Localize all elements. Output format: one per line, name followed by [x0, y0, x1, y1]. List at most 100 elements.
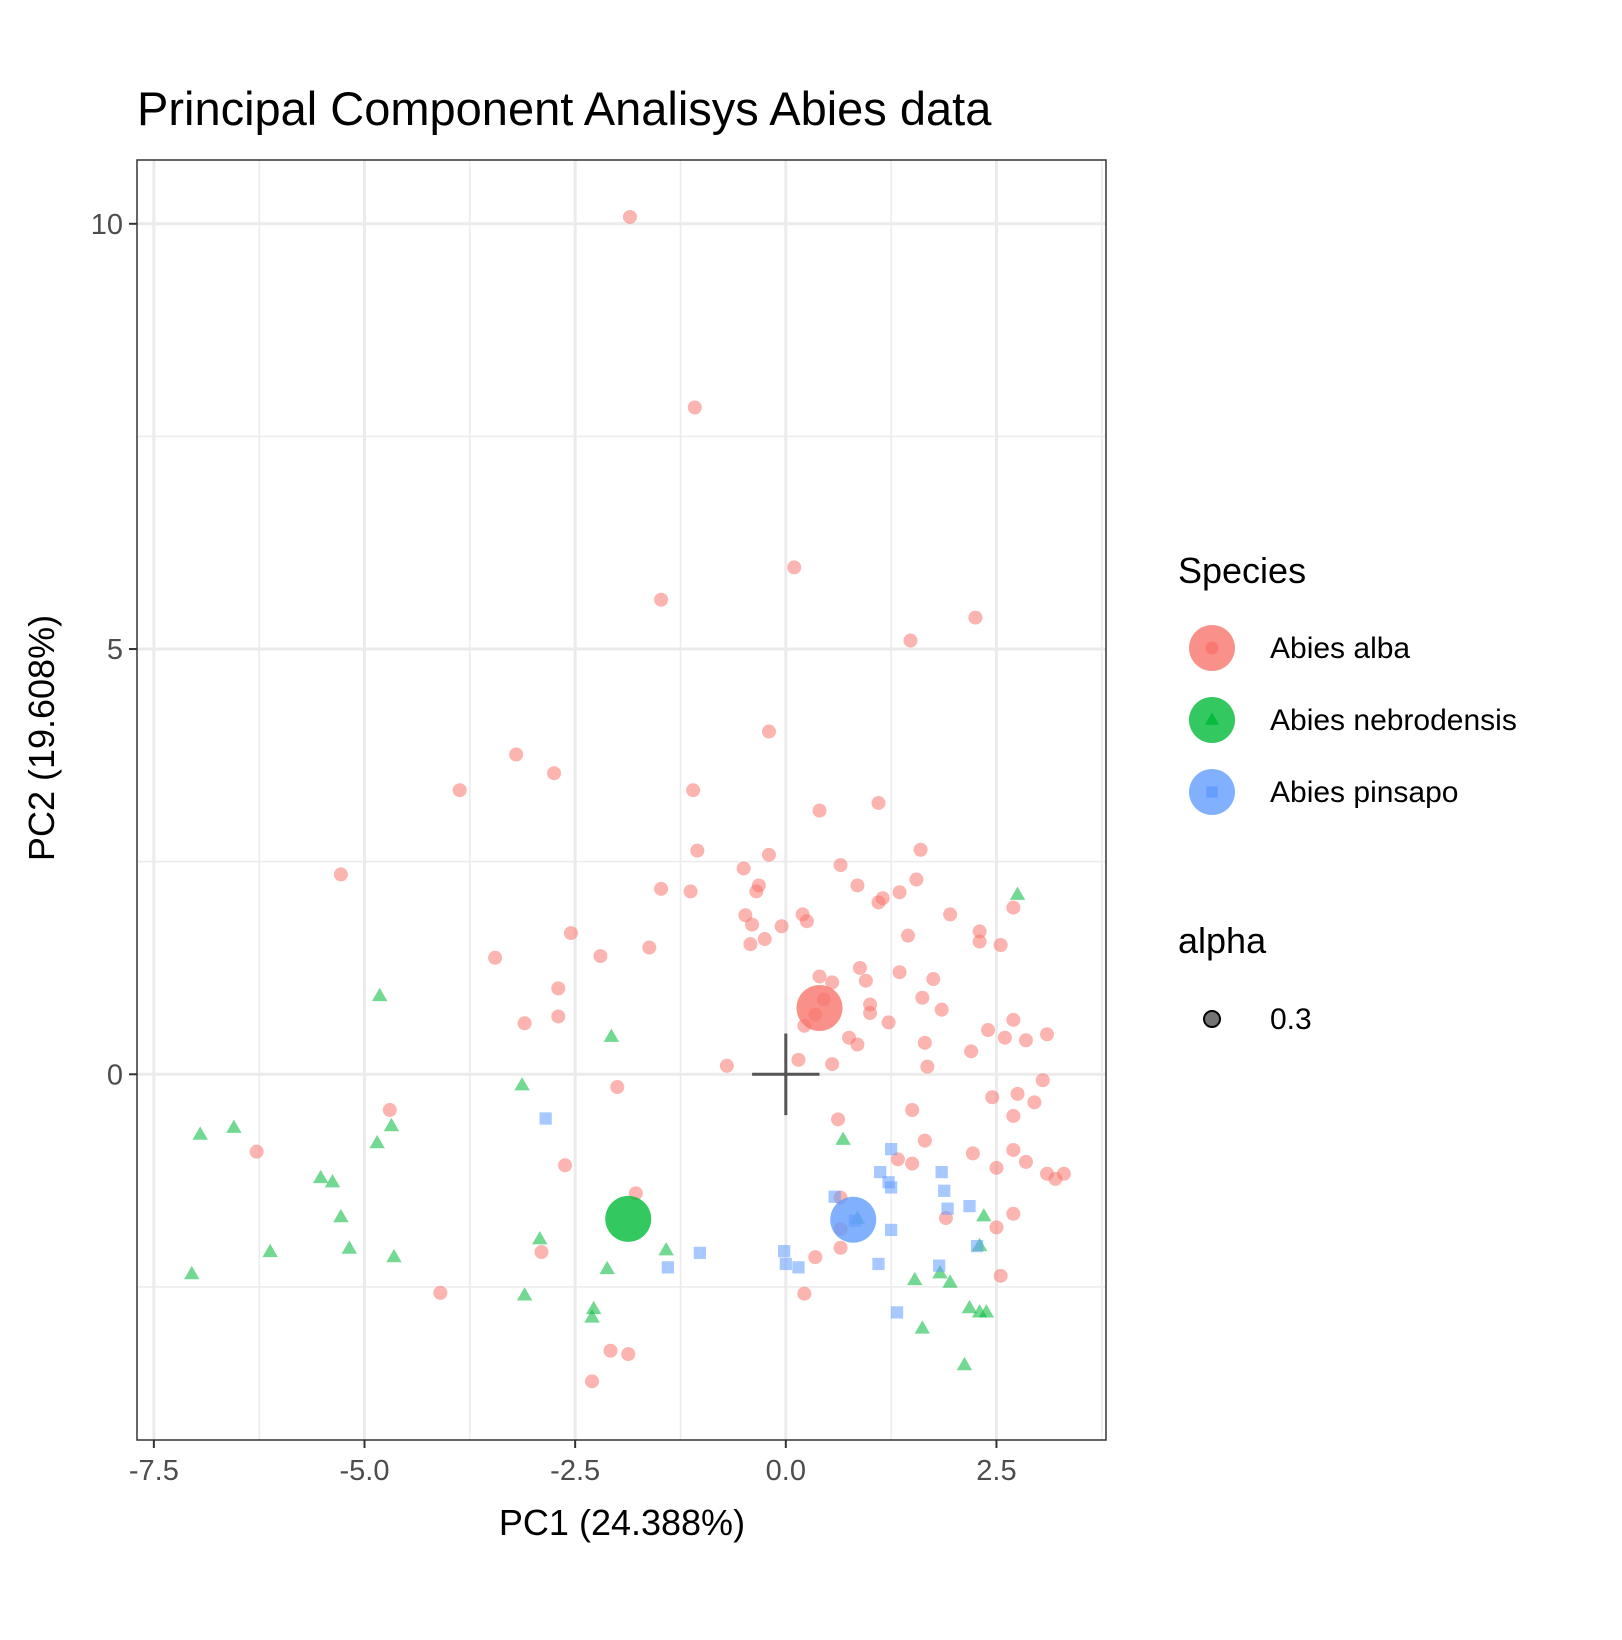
- abies-alba-point: [833, 858, 848, 873]
- abies-nebrodensis-point: [599, 1260, 615, 1275]
- legend-key-abies-pinsapo-point: [1206, 786, 1218, 798]
- abies-alba-point: [683, 884, 698, 899]
- x-tick-label: -5.0: [340, 1455, 390, 1487]
- abies-pinsapo-point: [693, 1246, 706, 1260]
- abies-alba-point: [965, 1146, 980, 1161]
- abies-nebrodensis-point: [226, 1119, 242, 1133]
- abies-alba-point: [993, 1268, 1008, 1283]
- legend-alpha-key: [1203, 1010, 1221, 1028]
- abies-alba-point: [509, 747, 524, 762]
- abies-alba-point: [934, 1002, 949, 1017]
- abies-alba-point: [534, 1245, 549, 1260]
- abies-alba-point: [1040, 1027, 1055, 1042]
- abies-nebrodensis-point: [514, 1077, 530, 1091]
- legend-key-abies-alba-point: [1205, 641, 1219, 655]
- abies-alba-point: [972, 934, 987, 949]
- abies-alba-point: [900, 928, 915, 943]
- abies-alba-point: [917, 1035, 932, 1050]
- abies-alba-point: [890, 1152, 905, 1167]
- abies-alba-point: [249, 1144, 264, 1159]
- abies-nebrodensis-point: [942, 1274, 958, 1288]
- abies-pinsapo-point: [885, 1181, 898, 1194]
- abies-alba-point: [905, 1103, 920, 1118]
- abies-alba-point: [831, 1112, 846, 1127]
- abies-nebrodensis-point: [369, 1134, 385, 1149]
- abies-alba-point: [761, 847, 776, 862]
- abies-alba-point: [1006, 1108, 1021, 1123]
- x-axis-title: PC1 (24.388%): [499, 1502, 745, 1543]
- abies-alba-point: [719, 1058, 734, 1073]
- abies-nebrodensis-point: [914, 1320, 931, 1334]
- abies-alba-point: [687, 400, 702, 415]
- abies-alba-point: [551, 1009, 566, 1024]
- abies-alba-point: [797, 1286, 812, 1301]
- abies-nebrodensis-point: [585, 1300, 602, 1315]
- abies-alba-point: [812, 969, 827, 984]
- abies-alba-point: [791, 1052, 806, 1067]
- abies-alba-point: [382, 1103, 397, 1118]
- abies-alba-point: [892, 885, 907, 900]
- abies-pinsapo-point: [874, 1165, 887, 1179]
- abies-alba-point: [964, 1044, 979, 1059]
- y-tick-label: 5: [107, 634, 123, 666]
- abies-alba-point: [787, 560, 802, 575]
- plot-area: -7.5 -5.0 -2.5 0.0 2.5 0 5 10: [91, 159, 1107, 1487]
- abies-alba-point: [517, 1016, 532, 1031]
- abies-nebrodensis-point: [383, 1117, 400, 1132]
- abies-alba-point: [1006, 1012, 1021, 1027]
- abies-alba-point: [833, 1240, 848, 1255]
- abies-pinsapo-point: [872, 1257, 885, 1271]
- abies-nebrodensis-point: [961, 1299, 978, 1314]
- abies-alba-point: [909, 872, 924, 887]
- abies-alba-point: [563, 926, 578, 941]
- x-tick-label: -7.5: [129, 1455, 179, 1487]
- abies-nebrodensis-point: [324, 1174, 341, 1188]
- abies-nebrodensis-point: [978, 1304, 995, 1318]
- abies-pinsapo-point: [792, 1261, 805, 1274]
- legend-alpha-label: 0.3: [1270, 1003, 1312, 1036]
- abies-pinsapo-point: [890, 1306, 904, 1319]
- abies-alba-centroid: [796, 984, 843, 1031]
- abies-pinsapo-point: [963, 1199, 976, 1213]
- abies-alba-point: [913, 842, 928, 857]
- abies-alba-point: [642, 940, 657, 955]
- abies-alba-point: [972, 924, 987, 939]
- abies-alba-point: [690, 843, 705, 858]
- legend-label-abies-nebrodensis: Abies nebrodensis: [1270, 704, 1517, 737]
- abies-pinsapo-point: [828, 1190, 841, 1203]
- abies-nebrodensis-point: [184, 1265, 200, 1280]
- abies-alba-point: [610, 1080, 625, 1095]
- legend-species-title: Species: [1178, 550, 1306, 591]
- abies-nebrodensis-point: [262, 1243, 278, 1258]
- abies-alba-point: [593, 949, 608, 964]
- abies-alba-point: [812, 803, 827, 818]
- abies-alba-point: [968, 610, 983, 625]
- abies-nebrodensis-point: [658, 1242, 674, 1256]
- abies-nebrodensis-point: [386, 1248, 402, 1263]
- abies-nebrodensis-point: [192, 1126, 208, 1140]
- x-tick-label: 2.5: [976, 1455, 1016, 1487]
- abies-alba-point: [654, 881, 669, 896]
- abies-alba-point: [686, 783, 701, 798]
- abies-alba-point: [989, 1160, 1004, 1175]
- abies-alba-point: [1010, 1086, 1025, 1101]
- abies-alba-point: [903, 633, 918, 648]
- abies-pinsapo-point: [885, 1223, 898, 1237]
- legend-label-abies-alba: Abies alba: [1270, 632, 1410, 665]
- abies-alba-point: [1027, 1095, 1042, 1110]
- abies-pinsapo-point: [938, 1184, 951, 1197]
- abies-alba-point: [1035, 1073, 1050, 1088]
- y-axis-title: PC2 (19.608%): [21, 615, 62, 861]
- abies-alba-point: [825, 975, 840, 990]
- abies-alba-point: [871, 795, 886, 810]
- abies-alba-point: [547, 766, 562, 781]
- abies-pinsapo-point: [941, 1202, 954, 1215]
- abies-alba-point: [558, 1158, 573, 1173]
- abies-pinsapo-centroid: [830, 1196, 877, 1243]
- abies-alba-point: [997, 1030, 1012, 1045]
- abies-pinsapo-point: [777, 1245, 791, 1258]
- abies-alba-point: [603, 1343, 618, 1358]
- abies-alba-point: [736, 861, 751, 876]
- abies-alba-point: [749, 884, 764, 899]
- abies-nebrodensis-point: [835, 1131, 851, 1145]
